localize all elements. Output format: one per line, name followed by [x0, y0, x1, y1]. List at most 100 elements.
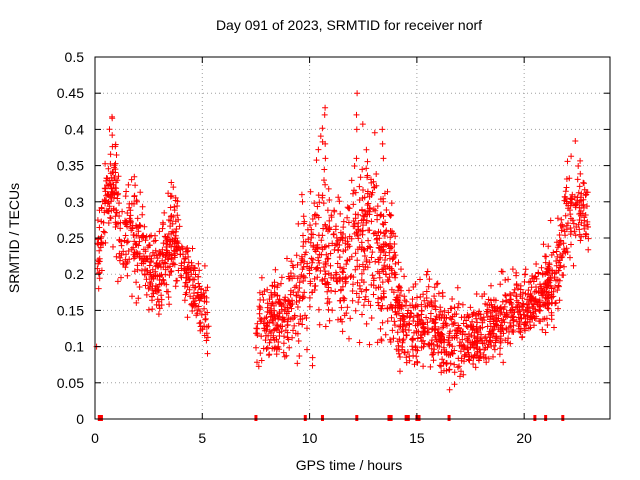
- data-point: [169, 228, 176, 235]
- data-point: [136, 238, 143, 245]
- data-point: [312, 220, 319, 227]
- data-point: [301, 251, 308, 258]
- data-point: [125, 181, 132, 188]
- data-point: [366, 208, 373, 215]
- data-point: [171, 203, 178, 210]
- y-tick-label: 0.05: [57, 375, 84, 391]
- data-point: [135, 295, 142, 302]
- data-point: [287, 270, 294, 277]
- data-point: [547, 217, 554, 224]
- data-point: [513, 281, 520, 287]
- data-point: [361, 296, 368, 303]
- data-point: [198, 285, 204, 292]
- data-point: [555, 242, 562, 249]
- data-point: [149, 306, 156, 313]
- data-point: [502, 277, 509, 283]
- data-point: [266, 339, 273, 346]
- data-point: [268, 294, 275, 300]
- data-point: [529, 273, 536, 279]
- data-point: [546, 289, 553, 296]
- data-point: [400, 316, 407, 323]
- data-point: [95, 270, 102, 277]
- data-point: [294, 304, 301, 310]
- data-point: [113, 253, 120, 260]
- data-point: [355, 220, 362, 226]
- data-point: [113, 152, 120, 158]
- data-point: [322, 155, 329, 162]
- data-point: [496, 305, 503, 312]
- data-point: [526, 319, 533, 325]
- data-point: [204, 284, 211, 291]
- data-point: [162, 233, 169, 240]
- data-point: [368, 315, 375, 321]
- data-point: [488, 282, 494, 289]
- data-point: [274, 313, 281, 320]
- data-point: [575, 221, 582, 228]
- data-point: [333, 271, 340, 278]
- data-point: [167, 238, 174, 245]
- data-point: [139, 211, 146, 218]
- data-point: [546, 272, 552, 278]
- data-point: [288, 305, 295, 312]
- data-point: [258, 316, 265, 323]
- data-point: [170, 214, 177, 220]
- data-point: [380, 221, 387, 228]
- data-point: [313, 265, 320, 272]
- data-point: [285, 336, 292, 343]
- data-point: [485, 341, 492, 348]
- data-point: [392, 252, 399, 259]
- data-point: [446, 366, 453, 373]
- data-point: [271, 337, 278, 344]
- data-point: [181, 283, 188, 290]
- data-point: [344, 204, 351, 211]
- data-point: [387, 212, 394, 219]
- data-point: [561, 263, 567, 270]
- data-point: [401, 349, 408, 356]
- data-point: [557, 237, 564, 244]
- data-point: [554, 287, 561, 294]
- data-point: [345, 219, 352, 226]
- data-point: [381, 190, 388, 197]
- data-point: [508, 296, 514, 303]
- data-point: [441, 307, 448, 314]
- data-point: [539, 292, 546, 299]
- data-point: [521, 311, 528, 318]
- data-point: [429, 337, 435, 344]
- data-point: [360, 187, 366, 193]
- data-point: [362, 293, 369, 300]
- data-point: [418, 301, 425, 308]
- data-point: [102, 160, 109, 167]
- data-point: [284, 304, 291, 311]
- data-point: [414, 358, 421, 365]
- data-point: [120, 248, 127, 255]
- data-point: [433, 281, 440, 288]
- data-point: [545, 305, 552, 312]
- data-point: [481, 346, 488, 353]
- data-point: [203, 324, 210, 330]
- data-point: [256, 310, 263, 317]
- data-point: [306, 267, 313, 274]
- data-point: [553, 277, 559, 284]
- data-point: [509, 266, 516, 273]
- data-point: [435, 349, 442, 356]
- data-point: [378, 296, 385, 302]
- data-point: [202, 316, 209, 323]
- data-point: [503, 326, 510, 333]
- data-point: [176, 223, 183, 230]
- data-point: [174, 212, 181, 219]
- data-point: [511, 286, 518, 293]
- data-point: [455, 300, 462, 307]
- data-point: [565, 220, 571, 227]
- data-point: [574, 194, 581, 201]
- data-point: [383, 241, 390, 248]
- data-point: [353, 111, 360, 118]
- data-point: [178, 274, 185, 281]
- data-point: [396, 283, 403, 290]
- data-point: [453, 330, 460, 337]
- data-point: [271, 279, 278, 286]
- data-point: [562, 188, 569, 195]
- data-point: [360, 302, 367, 309]
- data-point: [340, 224, 347, 231]
- data-point: [437, 330, 444, 337]
- data-point: [188, 262, 195, 269]
